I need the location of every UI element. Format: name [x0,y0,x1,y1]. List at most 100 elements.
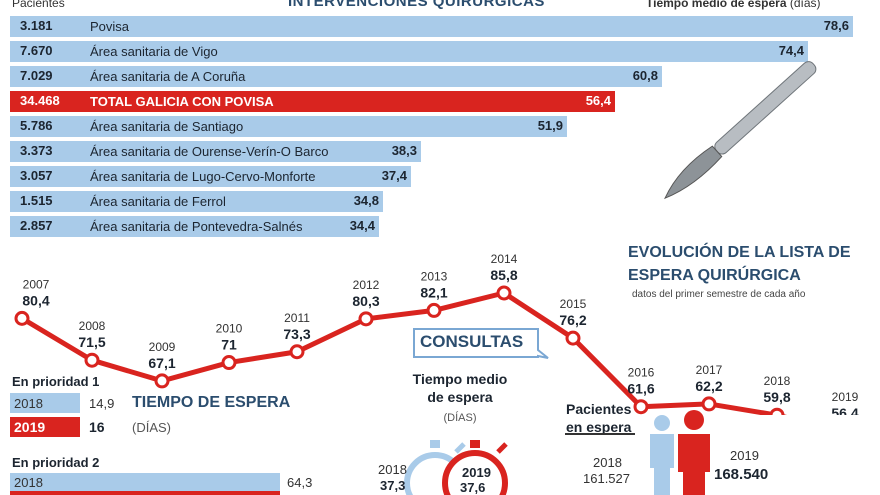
wait-time-title: TIEMPO DE ESPERA [132,394,291,411]
bar [10,41,808,62]
evolution-year-label: 2007 [23,277,50,291]
consultas-title: Tiempo medio de espera [410,370,510,406]
bar [10,91,615,112]
evolution-value-label: 62,2 [695,378,722,394]
wait-time-header-bold: Tiempo medio de espera [646,0,787,10]
priority1-2019-year: 2019 [14,419,46,435]
evolution-year-label: 2011 [284,311,310,325]
patients-2019-year: 2019 [730,448,759,463]
person-2018-icon [650,415,674,495]
evolution-point [426,302,442,318]
bar-patients: 3.057 [20,168,53,183]
evolution-subtitle: datos del primer semestre de cada año [632,289,806,300]
bar-row: 34.468 TOTAL GALICIA CON POVISA 56,4 [0,91,880,112]
bar-patients: 7.029 [20,68,53,83]
bar-value-label: 78,6 [823,18,849,33]
consultas-label: CONSULTAS [420,332,524,351]
scalpel-icon [664,61,817,200]
evolution-point [154,373,170,389]
consultas-2019-year: 2019 [462,465,491,480]
bar-area-label: TOTAL GALICIA CON POVISA [90,94,274,109]
bar-patients: 2.857 [20,218,53,233]
person-2019-icon [678,410,710,495]
evolution-point [565,330,581,346]
consultas-title-line2: de espera [427,389,493,405]
patients-2018-year: 2018 [593,455,622,470]
bar-value-label: 74,4 [778,43,804,58]
bar-value-label: 34,4 [349,218,375,233]
evolution-year-label: 2014 [491,252,518,266]
evolution-year-label: 2015 [560,297,587,311]
evolution-year-label: 2008 [79,319,106,333]
bar-patients: 3.373 [20,143,53,158]
bar-value-label: 38,3 [391,143,417,158]
priority2-2018-value: 64,3 [287,475,313,490]
priority1-label: En prioridad 1 [12,374,100,389]
evolution-value-label: 71 [221,337,237,353]
priority2-label: En prioridad 2 [12,455,100,470]
evolution-value-label: 61,6 [627,381,654,397]
bar-patients: 3.181 [20,18,53,33]
person-icons [650,410,710,495]
patients-waiting-line2: en espera [566,419,632,435]
patients-waiting-title: Pacientes en espera [566,400,631,436]
wait-time-header-units: (días) [789,0,821,10]
wait-time-units: (DÍAS) [132,420,171,435]
evolution-year-label: 2019 [832,390,859,404]
interventions-title: INTERVENCIONES QUIRÚRGICAS [288,0,545,10]
bar-patients: 34.468 [20,93,60,108]
bar-row: 2.857 Área sanitaria de Pontevedra-Salnés… [0,216,880,237]
evolution-value-label: 59,8 [763,389,790,405]
priority2-2019-bar [10,491,280,495]
evolution-year-label: 2012 [353,278,380,292]
evolution-point [84,352,100,368]
bar [10,141,421,162]
bar-value-label: 56,4 [585,93,611,108]
patients-2018-value: 161.527 [583,471,630,486]
evolution-value-label: 80,3 [352,293,379,309]
wait-time-header: Tiempo medio de espera (días) [646,0,821,10]
consultas-units: (DÍAS) [443,412,477,424]
bar-row: 5.786 Área sanitaria de Santiago 51,9 [0,116,880,137]
evolution-point [496,285,512,301]
priority1-2018-value: 14,9 [89,396,115,411]
evolution-value-label: 85,8 [490,267,517,283]
bar [10,16,853,37]
stopwatch-icon [404,440,508,495]
evolution-value-label: 67,1 [148,355,175,371]
bar-row: 1.515 Área sanitaria de Ferrol 34,8 [0,191,880,212]
evolution-point [701,396,717,412]
evolution-point [289,344,305,360]
consultas-badge [413,328,549,359]
bar-area-label: Área sanitaria de Pontevedra-Salnés [90,219,303,234]
bar-area-label: Área sanitaria de Santiago [90,119,244,134]
bar-row: 3.181 Povisa 78,6 [0,16,880,37]
evolution-value-label: 80,4 [22,292,49,308]
evolution-year-label: 2016 [628,366,655,380]
bar-patients: 5.786 [20,118,53,133]
evolution-point [769,407,785,415]
consultas-title-line1: Tiempo medio [412,371,508,387]
bar-area-label: Área sanitaria de Ferrol [90,194,226,209]
evolution-year-label: 2013 [421,269,448,283]
priority2-2018-year: 2018 [14,475,43,490]
evolution-value-label: 73,3 [283,326,310,342]
bar [10,191,383,212]
patients-divider [565,433,635,435]
patients-2019-value: 168.540 [714,466,769,483]
priority1-2019-bar [10,417,80,437]
bar-area-label: Povisa [90,19,130,34]
evolution-point [221,355,237,371]
consultas-2018-year: 2018 [378,462,407,477]
evolution-year-label: 2017 [696,363,723,377]
consultas-2019-value: 37,6 [460,480,486,495]
bar-patients: 7.670 [20,43,53,58]
bar-area-label: Área sanitaria de Lugo-Cervo-Monforte [90,169,316,184]
priority1-2018-year: 2018 [14,396,43,411]
evolution-year-label: 2009 [149,340,176,354]
patients-waiting-line1: Pacientes [566,401,632,417]
bar [10,216,379,237]
evolution-point [633,399,649,415]
bar-area-label: Área sanitaria de Ourense-Verín-O Barco [90,144,329,159]
